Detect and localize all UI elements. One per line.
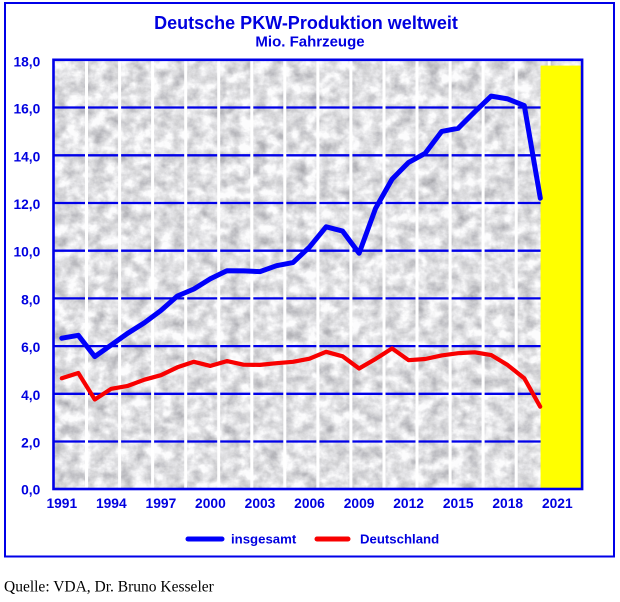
svg-text:6,0: 6,0 — [21, 340, 41, 355]
svg-text:2021: 2021 — [542, 496, 573, 511]
svg-text:2018: 2018 — [492, 496, 523, 511]
svg-text:0,0: 0,0 — [21, 482, 41, 497]
svg-text:2009: 2009 — [344, 496, 375, 511]
svg-text:4,0: 4,0 — [21, 388, 41, 403]
svg-text:2003: 2003 — [245, 496, 276, 511]
svg-text:2,0: 2,0 — [21, 436, 41, 451]
svg-text:Deutschland: Deutschland — [360, 532, 439, 547]
svg-text:10,0: 10,0 — [13, 245, 40, 260]
svg-text:1994: 1994 — [96, 496, 127, 511]
svg-text:16,0: 16,0 — [13, 102, 40, 117]
svg-text:Mio. Fahrzeuge: Mio. Fahrzeuge — [255, 33, 364, 50]
svg-text:2000: 2000 — [195, 496, 226, 511]
svg-text:12,0: 12,0 — [13, 197, 40, 212]
svg-text:Quelle: VDA, Dr. Bruno Kessele: Quelle: VDA, Dr. Bruno Kesseler — [4, 578, 215, 595]
svg-text:Deutsche PKW-Produktion weltwe: Deutsche PKW-Produktion weltweit — [154, 13, 458, 33]
svg-text:2015: 2015 — [443, 496, 474, 511]
svg-text:8,0: 8,0 — [21, 292, 41, 307]
svg-text:14,0: 14,0 — [13, 149, 40, 164]
svg-text:1991: 1991 — [46, 496, 77, 511]
svg-text:insgesamt: insgesamt — [231, 532, 297, 547]
svg-text:2006: 2006 — [294, 496, 325, 511]
svg-text:1997: 1997 — [146, 496, 177, 511]
svg-text:18,0: 18,0 — [13, 55, 40, 70]
svg-text:2012: 2012 — [393, 496, 424, 511]
